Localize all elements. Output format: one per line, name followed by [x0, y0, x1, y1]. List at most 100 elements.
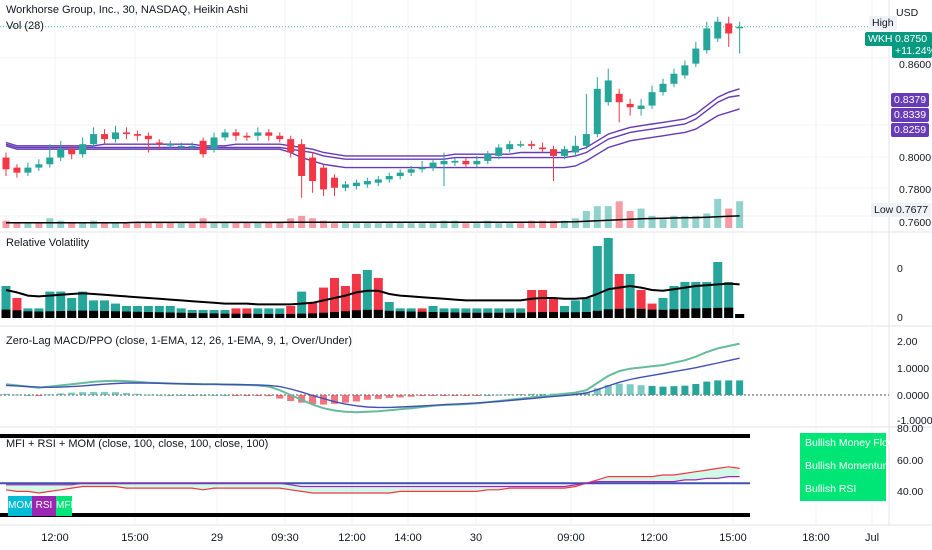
macd-line	[5, 342, 740, 414]
candle-body	[670, 73, 678, 84]
volume-bar	[440, 220, 448, 228]
volume-bar	[418, 223, 426, 228]
rv-base-bar	[165, 312, 175, 318]
rv-base-bar	[384, 310, 394, 318]
macd-hist-bar	[681, 385, 689, 395]
macd-hist-bar	[615, 383, 623, 395]
rv-base-bar	[625, 308, 635, 318]
macd-hist-bar	[692, 384, 700, 395]
volume-bar	[462, 223, 470, 228]
rv-base-bar	[67, 310, 77, 318]
candle-body	[155, 142, 163, 145]
rv-base-bar	[680, 308, 690, 318]
candle-body	[407, 169, 415, 173]
volume-bar	[101, 223, 109, 228]
rv-base-bar	[286, 313, 296, 318]
macd-hist-bar	[385, 395, 393, 398]
candle-body	[648, 92, 656, 106]
candle-body	[13, 167, 21, 173]
macd-hist-bar	[13, 394, 21, 396]
mfi-lower-band	[0, 513, 750, 517]
macd-hist-bar	[440, 395, 448, 396]
candle-body	[374, 179, 382, 183]
rv-bar	[275, 308, 285, 318]
macd-hist-bar	[309, 395, 317, 405]
mom-button[interactable]: MOM	[8, 496, 32, 516]
volume-bar	[571, 218, 579, 228]
time-tick-label: 15:00	[121, 532, 149, 544]
rv-bar	[527, 290, 537, 318]
rv-bar	[253, 308, 263, 318]
rv-base-bar	[220, 313, 230, 318]
macd-hist-bar	[626, 384, 634, 395]
rsi-button[interactable]: RSI	[32, 496, 56, 516]
macd-hist-bar	[539, 393, 547, 395]
rv-bar	[100, 300, 110, 318]
rv-bar	[111, 303, 120, 318]
volume-bar	[506, 223, 514, 228]
candle-body	[199, 140, 207, 155]
rv-base-bar	[581, 312, 591, 318]
rv-base-bar	[176, 312, 186, 318]
macd-hist-bar	[604, 384, 612, 395]
candle-body	[451, 160, 459, 163]
rv-base-bar	[516, 312, 526, 318]
price-tick-3: 0.7800	[899, 184, 932, 196]
candle-body	[473, 160, 481, 165]
mfi-button[interactable]: MFI	[56, 496, 73, 516]
rv-base-bar	[264, 313, 274, 318]
macd-hist-bar	[331, 395, 338, 404]
time-tick-label: 29	[211, 532, 223, 544]
candle-body	[24, 167, 32, 173]
rv-bar	[78, 291, 88, 318]
candle-body	[265, 132, 273, 136]
rv-bar	[286, 306, 296, 318]
macd-scale-4: -1.0000	[897, 415, 932, 427]
rv-bar	[658, 298, 668, 318]
volume-bar	[57, 220, 65, 228]
volume-ma-line	[6, 215, 740, 224]
volume-bar	[670, 215, 678, 228]
rv-base-bar	[549, 312, 558, 318]
rv-base-bar	[592, 310, 602, 318]
rv-base-bar	[340, 311, 350, 318]
signal-panel: Bullish Money Flow Bullish Momentum Bull…	[800, 433, 895, 501]
mfi-upper-band	[0, 434, 750, 438]
candle-body	[736, 26, 744, 29]
macd-hist-bar	[637, 385, 645, 395]
candle-body	[166, 144, 174, 146]
volume-bar	[484, 220, 492, 228]
rv-bar	[231, 308, 241, 318]
macd-hist-bar	[396, 395, 404, 398]
candle-body	[615, 93, 623, 103]
volume-bar	[232, 223, 240, 228]
signal-rsi: Bullish RSI	[805, 483, 857, 495]
volume-bar	[320, 220, 328, 228]
time-tick-label: Jul	[865, 532, 879, 544]
volume-bar	[725, 208, 733, 228]
macd-hist-bar	[68, 392, 76, 395]
volume-bar	[495, 223, 503, 228]
mfi-legend: MFI + RSI + MOM (close, 100, close, 100,…	[6, 438, 269, 450]
rv-base-bar	[362, 309, 372, 318]
band-line-1	[5, 94, 740, 160]
volume-bar	[352, 223, 360, 228]
candle-body	[243, 135, 251, 138]
candle-body	[112, 132, 119, 140]
rv-bar	[581, 298, 591, 318]
candle-body	[298, 144, 306, 177]
candle-body	[385, 176, 393, 180]
candle-body	[352, 182, 360, 187]
rv-base-bar	[395, 311, 405, 318]
volume-bar	[210, 223, 218, 228]
rv-base-bar	[45, 311, 55, 318]
rv-base-bar	[691, 308, 701, 318]
macd-hist-bar	[254, 395, 262, 396]
volume-bar	[473, 223, 481, 228]
rv-base-bar	[713, 307, 723, 318]
currency-label[interactable]: USD	[896, 7, 919, 19]
signal-money-flow: Bullish Money Flow	[805, 437, 896, 449]
macd-hist-bar	[648, 385, 656, 395]
candle-body	[2, 157, 10, 170]
